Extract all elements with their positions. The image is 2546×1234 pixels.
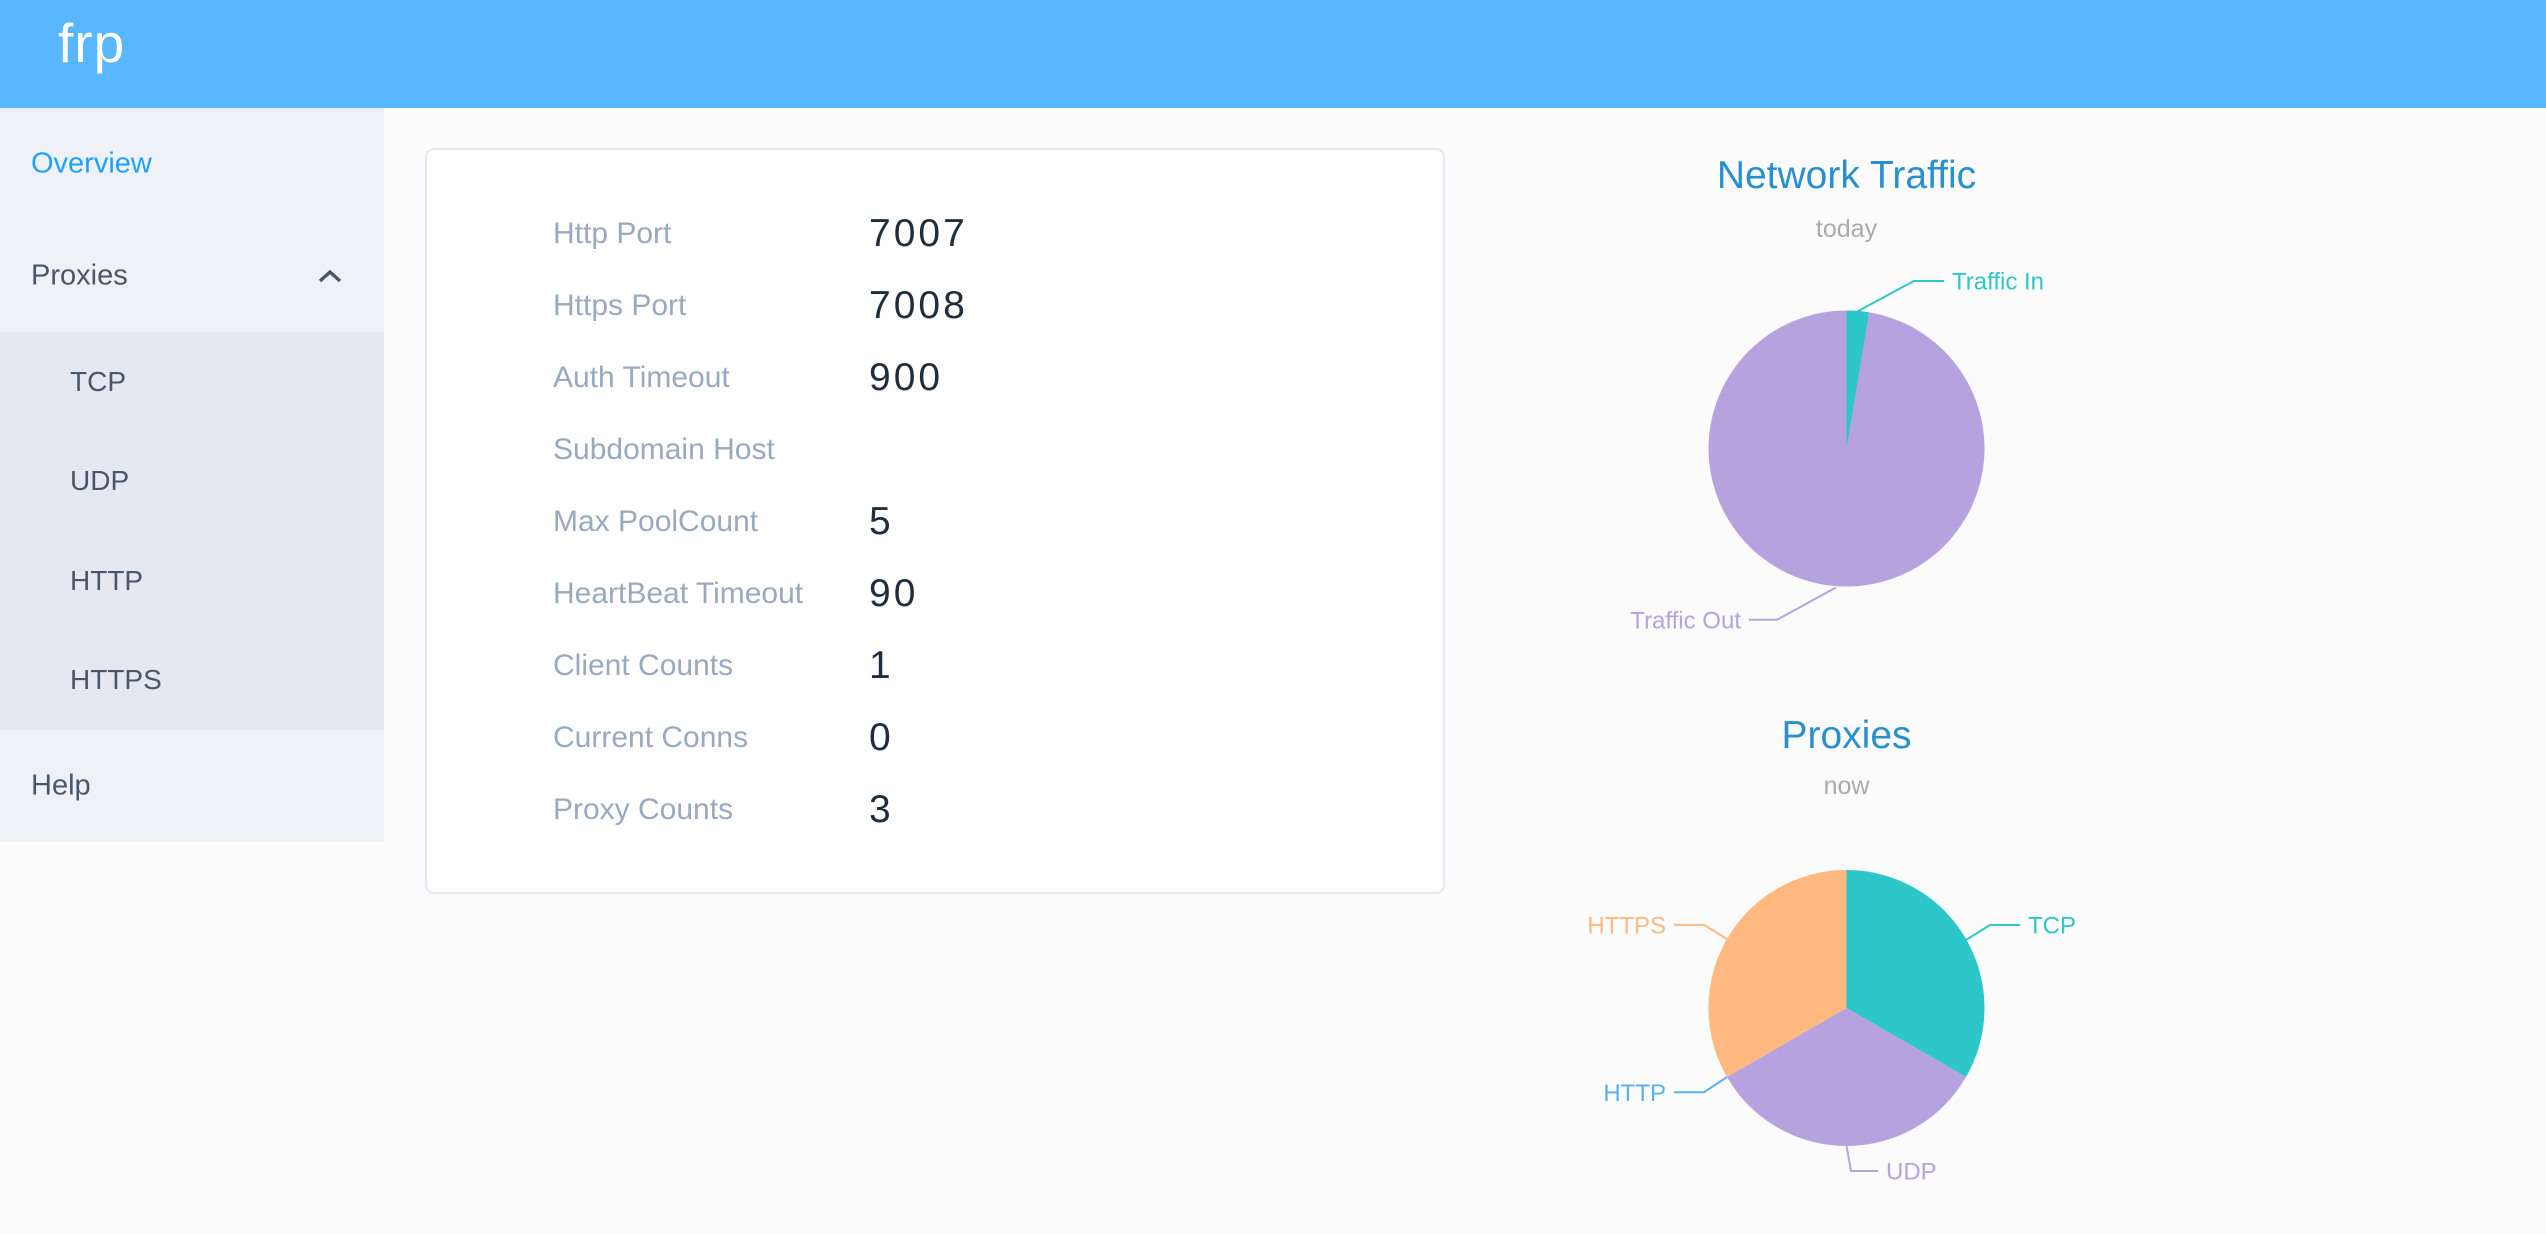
svg-text:TCP: TCP <box>2028 912 2076 939</box>
svg-text:UDP: UDP <box>1886 1159 1937 1186</box>
svg-text:Traffic In: Traffic In <box>1952 269 2044 296</box>
svg-text:today: today <box>1816 215 1878 243</box>
svg-text:now: now <box>1824 772 1871 800</box>
svg-text:Network Traffic: Network Traffic <box>1717 154 1976 197</box>
svg-text:HTTPS: HTTPS <box>1587 912 1666 939</box>
svg-text:Proxies: Proxies <box>1781 714 1911 757</box>
svg-text:Traffic Out: Traffic Out <box>1630 607 1741 634</box>
svg-text:HTTP: HTTP <box>1603 1080 1666 1107</box>
